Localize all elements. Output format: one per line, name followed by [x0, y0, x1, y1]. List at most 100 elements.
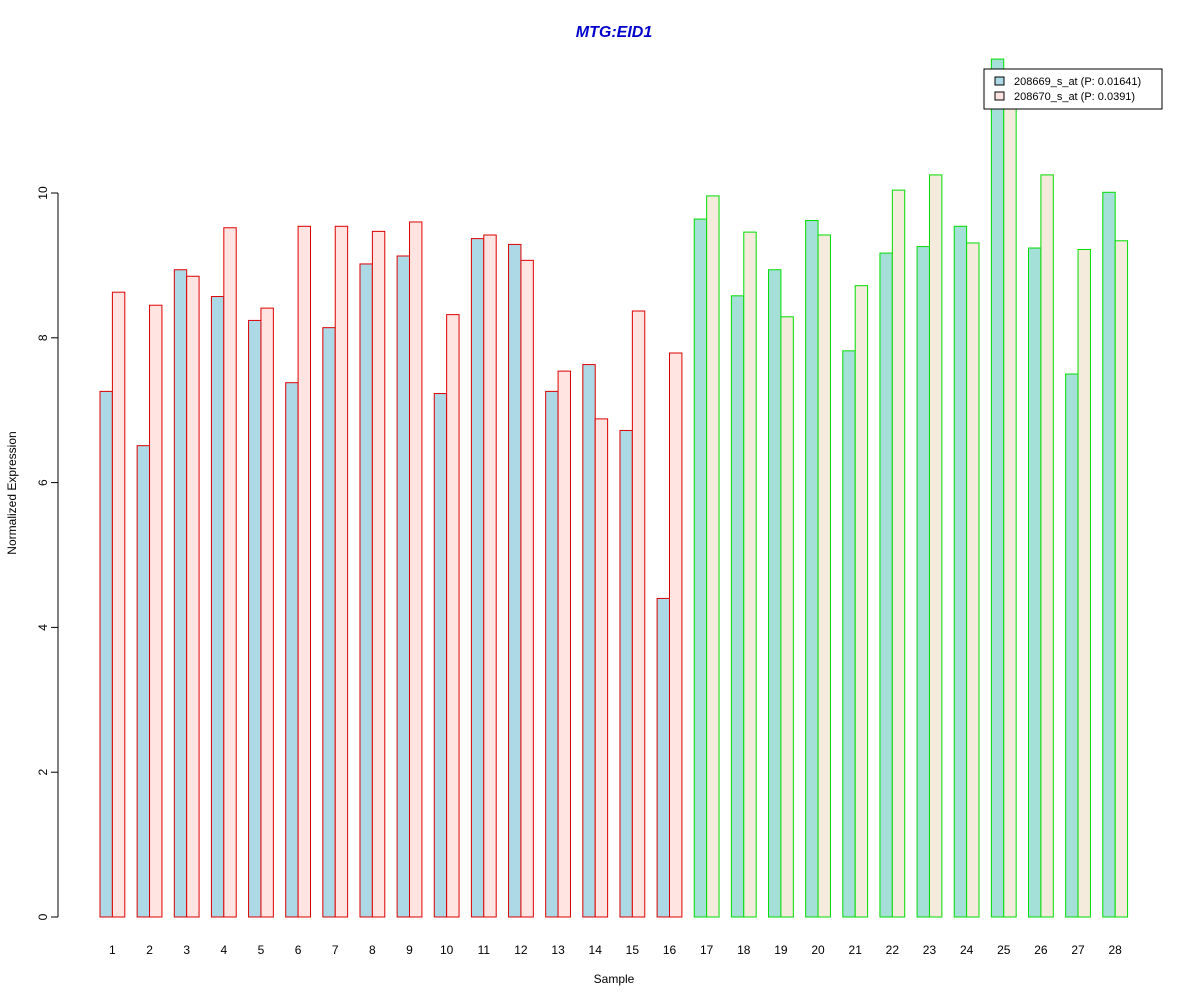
bar-series-2 — [706, 195, 720, 918]
x-tick-label: 18 — [737, 943, 751, 957]
bar-series-2 — [409, 221, 423, 918]
x-tick-label: 1 — [109, 943, 116, 957]
x-tick-label: 26 — [1034, 943, 1048, 957]
bar-series-1 — [1102, 191, 1116, 918]
legend-box — [983, 68, 1163, 110]
y-tick-label: 0 — [36, 913, 50, 920]
bar-series-2 — [149, 304, 163, 918]
x-tick-label: 21 — [849, 943, 863, 957]
legend-label-series-2: 208670_s_at (P: 0.0391) — [1014, 91, 1135, 103]
bar-series-1 — [285, 382, 299, 918]
bar-series-2 — [446, 314, 460, 918]
y-tick-label: 4 — [36, 624, 50, 631]
legend-swatch-series-2 — [994, 91, 1005, 101]
bar-series-2 — [743, 231, 757, 918]
x-tick-label: 12 — [514, 943, 528, 957]
bar-series-1 — [508, 243, 522, 918]
x-tick-label: 22 — [886, 943, 900, 957]
bar-series-1 — [136, 445, 151, 918]
bar-series-2 — [817, 234, 831, 918]
bar-series-2 — [891, 189, 906, 918]
x-tick-label: 3 — [183, 943, 190, 957]
bar-series-1 — [470, 238, 485, 918]
x-tick-label: 20 — [811, 943, 825, 957]
bar-series-2 — [334, 225, 349, 918]
x-tick-label: 19 — [774, 943, 788, 957]
bar-series-2 — [1114, 240, 1129, 918]
x-tick-label: 15 — [626, 943, 640, 957]
bar-series-1 — [173, 269, 188, 918]
x-tick-label: 6 — [295, 943, 302, 957]
legend-swatch-series-1 — [994, 76, 1005, 86]
x-tick-label: 25 — [997, 943, 1011, 957]
bar-series-1 — [582, 364, 596, 918]
bar-series-1 — [1065, 373, 1079, 918]
bar-series-1 — [396, 255, 411, 918]
bar-series-2 — [594, 418, 609, 918]
x-tick-label: 2 — [146, 943, 153, 957]
x-tick-label: 14 — [589, 943, 603, 957]
bar-series-1 — [693, 218, 708, 918]
bar-series-1 — [768, 269, 782, 918]
x-tick-label: 9 — [406, 943, 413, 957]
bar-series-1 — [322, 327, 336, 918]
legend: 208669_s_at (P: 0.01641) 208670_s_at (P:… — [983, 68, 1163, 110]
bar-series-2 — [520, 259, 534, 918]
x-tick-label: 28 — [1109, 943, 1123, 957]
y-tick-label: 8 — [36, 334, 50, 341]
x-tick-label: 13 — [551, 943, 565, 957]
x-tick-label: 7 — [332, 943, 339, 957]
bars — [99, 58, 1129, 918]
chart-title: MTG:EID1 — [576, 24, 653, 41]
bar-series-1 — [545, 390, 559, 918]
bar-series-1 — [1028, 247, 1042, 918]
bar-series-2 — [297, 225, 312, 918]
x-tick-label: 17 — [700, 943, 714, 957]
bar-series-1 — [248, 319, 262, 918]
bar-series-2 — [557, 370, 571, 918]
bar-series-2 — [631, 310, 646, 918]
bar-series-2 — [483, 234, 497, 918]
bar-series-2 — [1077, 248, 1091, 918]
y-axis-label: Normalized Expression — [5, 431, 19, 554]
bar-series-2 — [111, 291, 126, 918]
bar-series-1 — [842, 350, 856, 918]
bar-series-1 — [619, 429, 633, 918]
bar-series-2 — [223, 227, 237, 918]
x-tick-label: 27 — [1071, 943, 1085, 957]
bar-series-2 — [371, 230, 386, 918]
x-tick-label: 16 — [663, 943, 677, 957]
bar-series-1 — [916, 246, 930, 918]
bar-series-2 — [966, 242, 980, 918]
x-tick-label: 10 — [440, 943, 454, 957]
bar-series-1 — [953, 225, 968, 918]
bar-series-1 — [730, 295, 745, 918]
y-axis: 0 2 4 6 8 10 — [36, 186, 59, 920]
bar-series-2 — [1003, 91, 1017, 918]
bar-series-1 — [656, 597, 670, 918]
bar-series-2 — [928, 174, 943, 918]
x-tick-label: 8 — [369, 943, 376, 957]
y-tick-label: 6 — [36, 479, 50, 486]
bar-series-1 — [99, 390, 113, 918]
x-tick-label: 4 — [220, 943, 227, 957]
y-tick-label: 10 — [36, 186, 50, 200]
y-tick-label: 2 — [36, 769, 50, 776]
bar-series-1 — [433, 393, 448, 918]
x-tick-labels: 1 2 3 4 5 6 7 8 9 10 11 12 13 14 15 16 17 18 19 20 21 22 23 24 2… — [109, 943, 1122, 957]
bar-series-2 — [780, 316, 794, 918]
bar-series-1 — [879, 252, 893, 918]
x-tick-label: 24 — [960, 943, 974, 957]
bar-series-1 — [805, 220, 819, 918]
bar-series-1 — [990, 58, 1005, 918]
x-tick-label: 5 — [258, 943, 265, 957]
bar-series-2 — [669, 352, 683, 918]
bar-series-2 — [260, 307, 274, 918]
x-tick-label: 11 — [478, 943, 491, 957]
bar-series-2 — [186, 275, 200, 918]
x-axis-label: Sample — [594, 972, 635, 986]
bar-series-2 — [854, 285, 869, 918]
bar-series-2 — [1040, 174, 1054, 918]
x-tick-label: 23 — [923, 943, 937, 957]
